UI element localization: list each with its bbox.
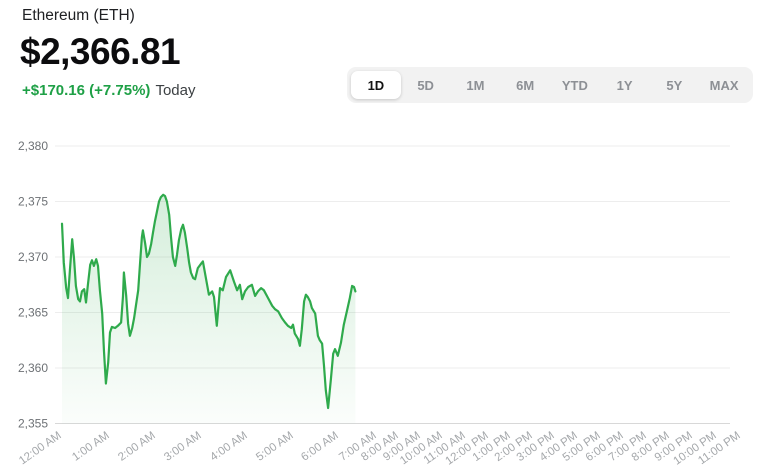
tab-1y[interactable]: 1Y [600, 71, 650, 99]
tab-max[interactable]: MAX [699, 71, 749, 99]
tab-1d[interactable]: 1D [351, 71, 401, 99]
x-axis-label: 12:00 AM [17, 430, 64, 468]
asset-title: Ethereum (ETH) [22, 7, 135, 24]
x-axis-label: 1:00 AM [70, 430, 111, 464]
tab-ytd[interactable]: YTD [550, 71, 600, 99]
price-change-row: +$170.16 (+7.75%) Today [22, 82, 195, 99]
y-axis-label: 2,365 [18, 306, 48, 320]
price-line [60, 193, 357, 410]
y-axis-label: 2,370 [18, 250, 48, 264]
price-change-value: +$170.16 (+7.75%) [22, 81, 151, 99]
y-axis-label: 2,380 [18, 139, 48, 153]
area-fill [62, 194, 356, 424]
quote-header: Ethereum (ETH) $2,366.81 +$170.16 (+7.75… [20, 7, 195, 99]
x-axis-label: 3:00 AM [162, 430, 203, 464]
current-price: $2,366.81 [20, 31, 181, 72]
y-axis-label: 2,360 [18, 361, 48, 375]
x-axis-label: 2:00 AM [116, 430, 157, 464]
change-period-label: Today [155, 81, 196, 99]
range-tab-bar: 1D 5D 1M 6M YTD 1Y 5Y MAX [347, 67, 753, 103]
tab-5d[interactable]: 5D [401, 71, 451, 99]
y-axis-label: 2,355 [18, 417, 48, 431]
x-axis-label: 4:00 AM [208, 430, 249, 464]
tab-5y[interactable]: 5Y [650, 71, 700, 99]
x-axis-label: 6:00 AM [299, 430, 340, 464]
y-axis-label: 2,375 [18, 195, 48, 209]
tab-1m[interactable]: 1M [451, 71, 501, 99]
x-axis-label: 5:00 AM [254, 430, 295, 464]
tab-6m[interactable]: 6M [500, 71, 550, 99]
